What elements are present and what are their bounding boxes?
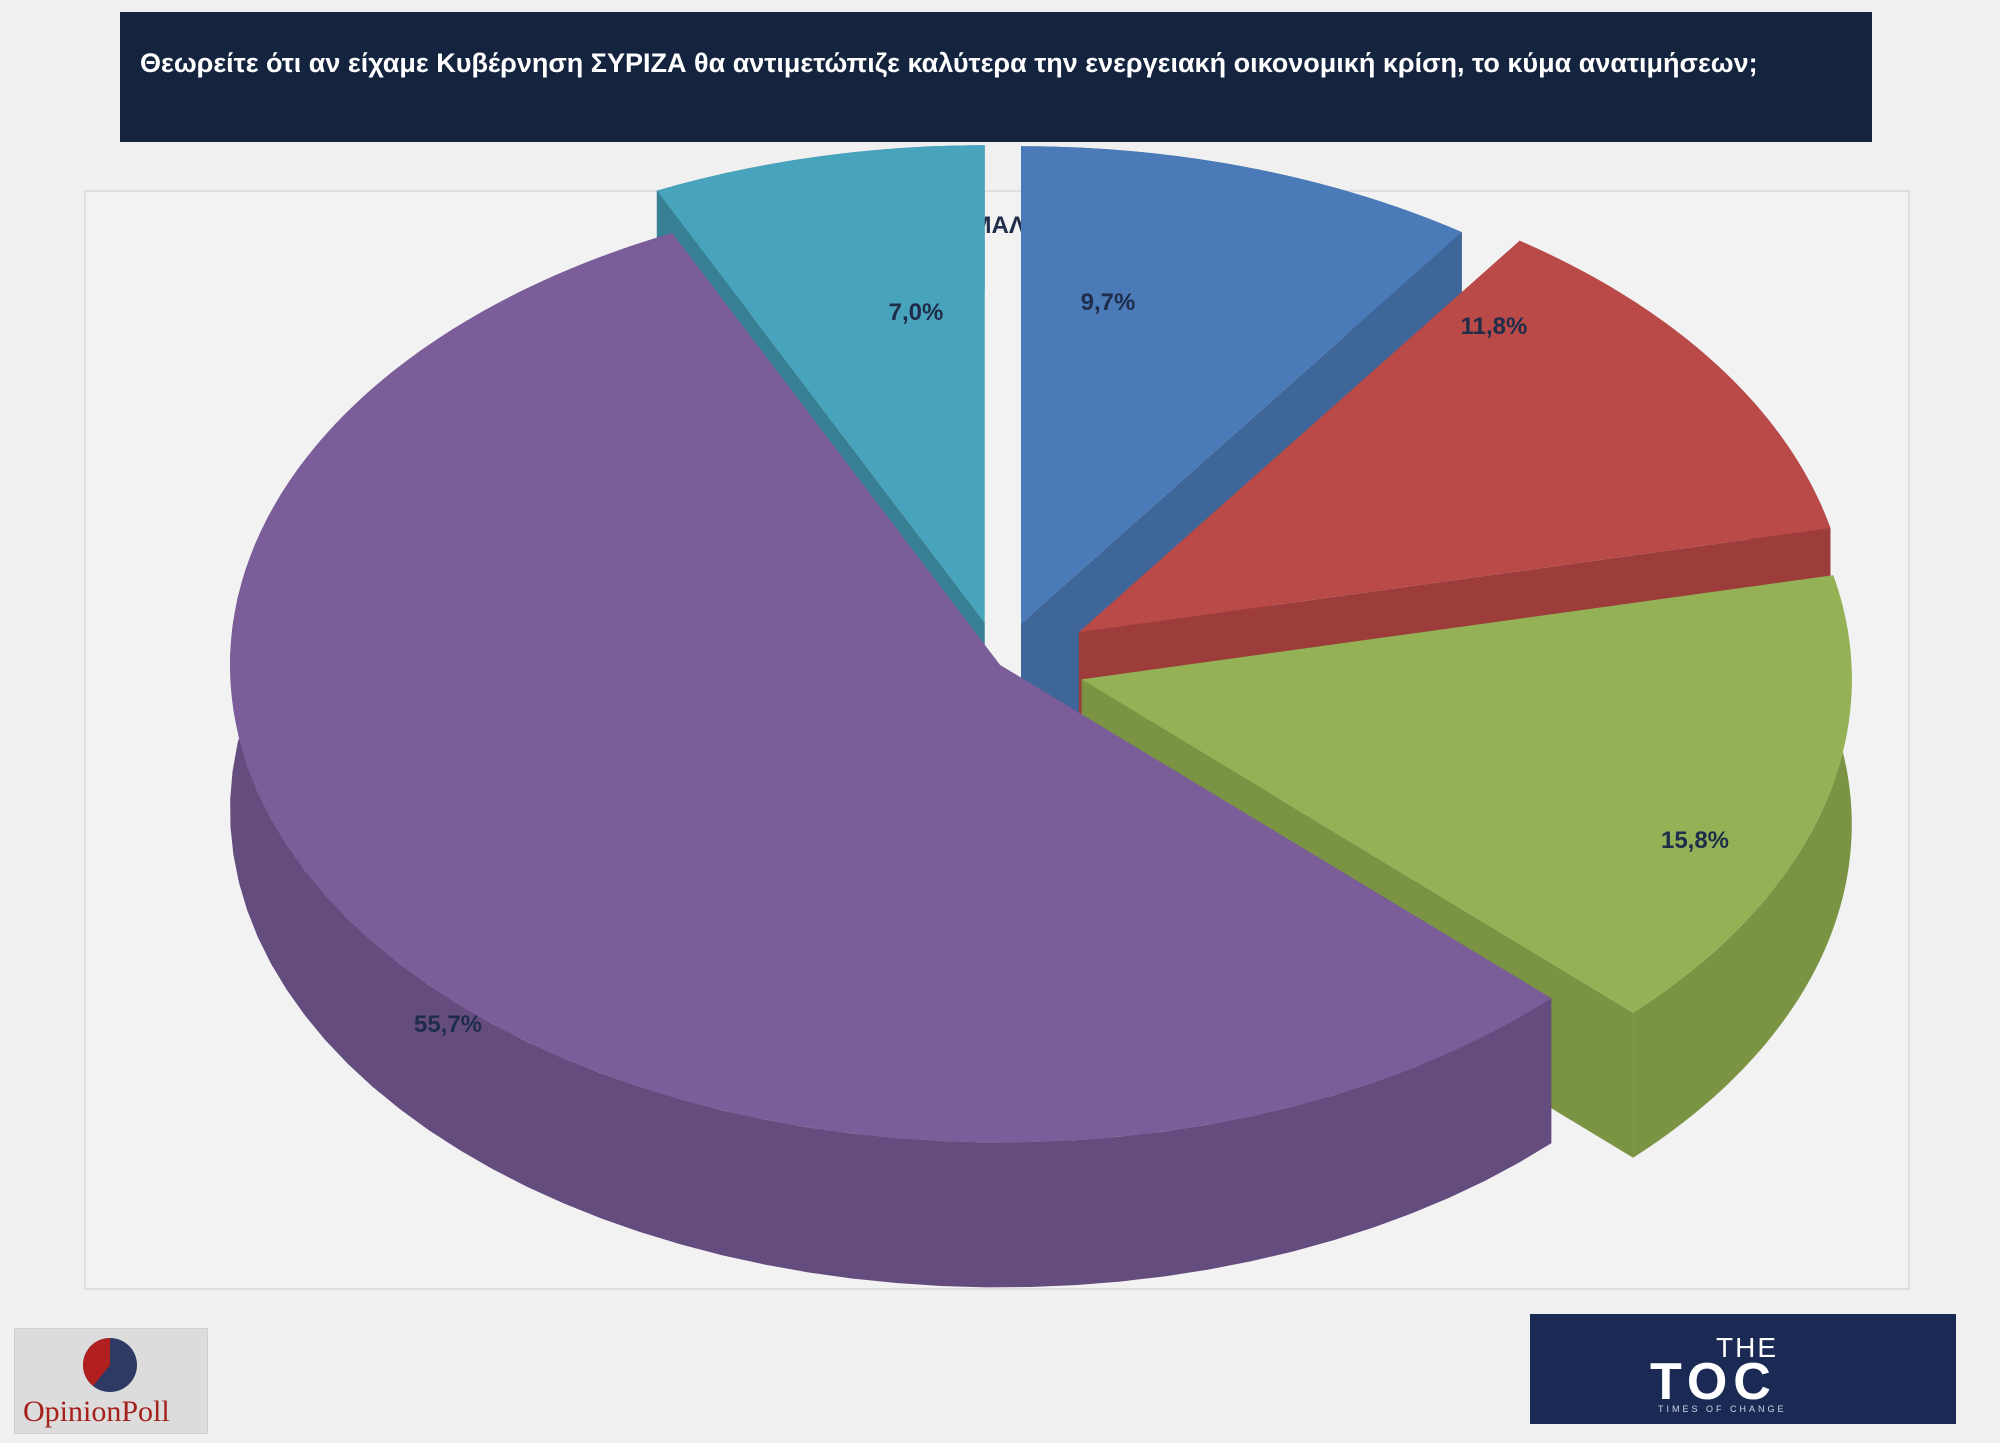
pie-slice-top — [1078, 240, 1831, 633]
pie-slice-4 — [229, 233, 1552, 1288]
opinionpoll-logo: OpinionPoll — [14, 1328, 208, 1434]
data-label: 11,8% — [1461, 313, 1528, 340]
thetoc-logo: THE TOC TIMES OF CHANGE — [1530, 1314, 1956, 1424]
pie-slice-top — [1021, 146, 1462, 624]
thetoc-logo-toc: TOC — [1650, 1353, 1777, 1411]
pie-slice-rim — [230, 233, 1552, 1288]
data-label: 15,8% — [1661, 827, 1729, 854]
pie-slice-top — [229, 233, 1552, 1143]
chart-title: Θεωρείτε ότι αν είχαμε Κυβέρνηση ΣΥΡΙΖΑ … — [140, 48, 1758, 78]
thetoc-logo-sub: TIMES OF CHANGE — [1658, 1404, 1787, 1414]
title-bar: Θεωρείτε ότι αν είχαμε Κυβέρνηση ΣΥΡΙΖΑ … — [120, 12, 1872, 142]
opinionpoll-logo-icon — [82, 1338, 137, 1392]
data-label: 9,7% — [1081, 289, 1136, 316]
data-label: 55,7% — [414, 1011, 482, 1038]
data-label: 7,0% — [889, 299, 944, 326]
pie-slice-rim — [1633, 575, 1852, 1158]
pie-slice-top — [656, 145, 985, 623]
thetoc-logo-the: THE — [1716, 1332, 1778, 1363]
pie-slice-top — [1081, 575, 1852, 1013]
opinionpoll-logo-text: OpinionPoll — [23, 1395, 170, 1428]
